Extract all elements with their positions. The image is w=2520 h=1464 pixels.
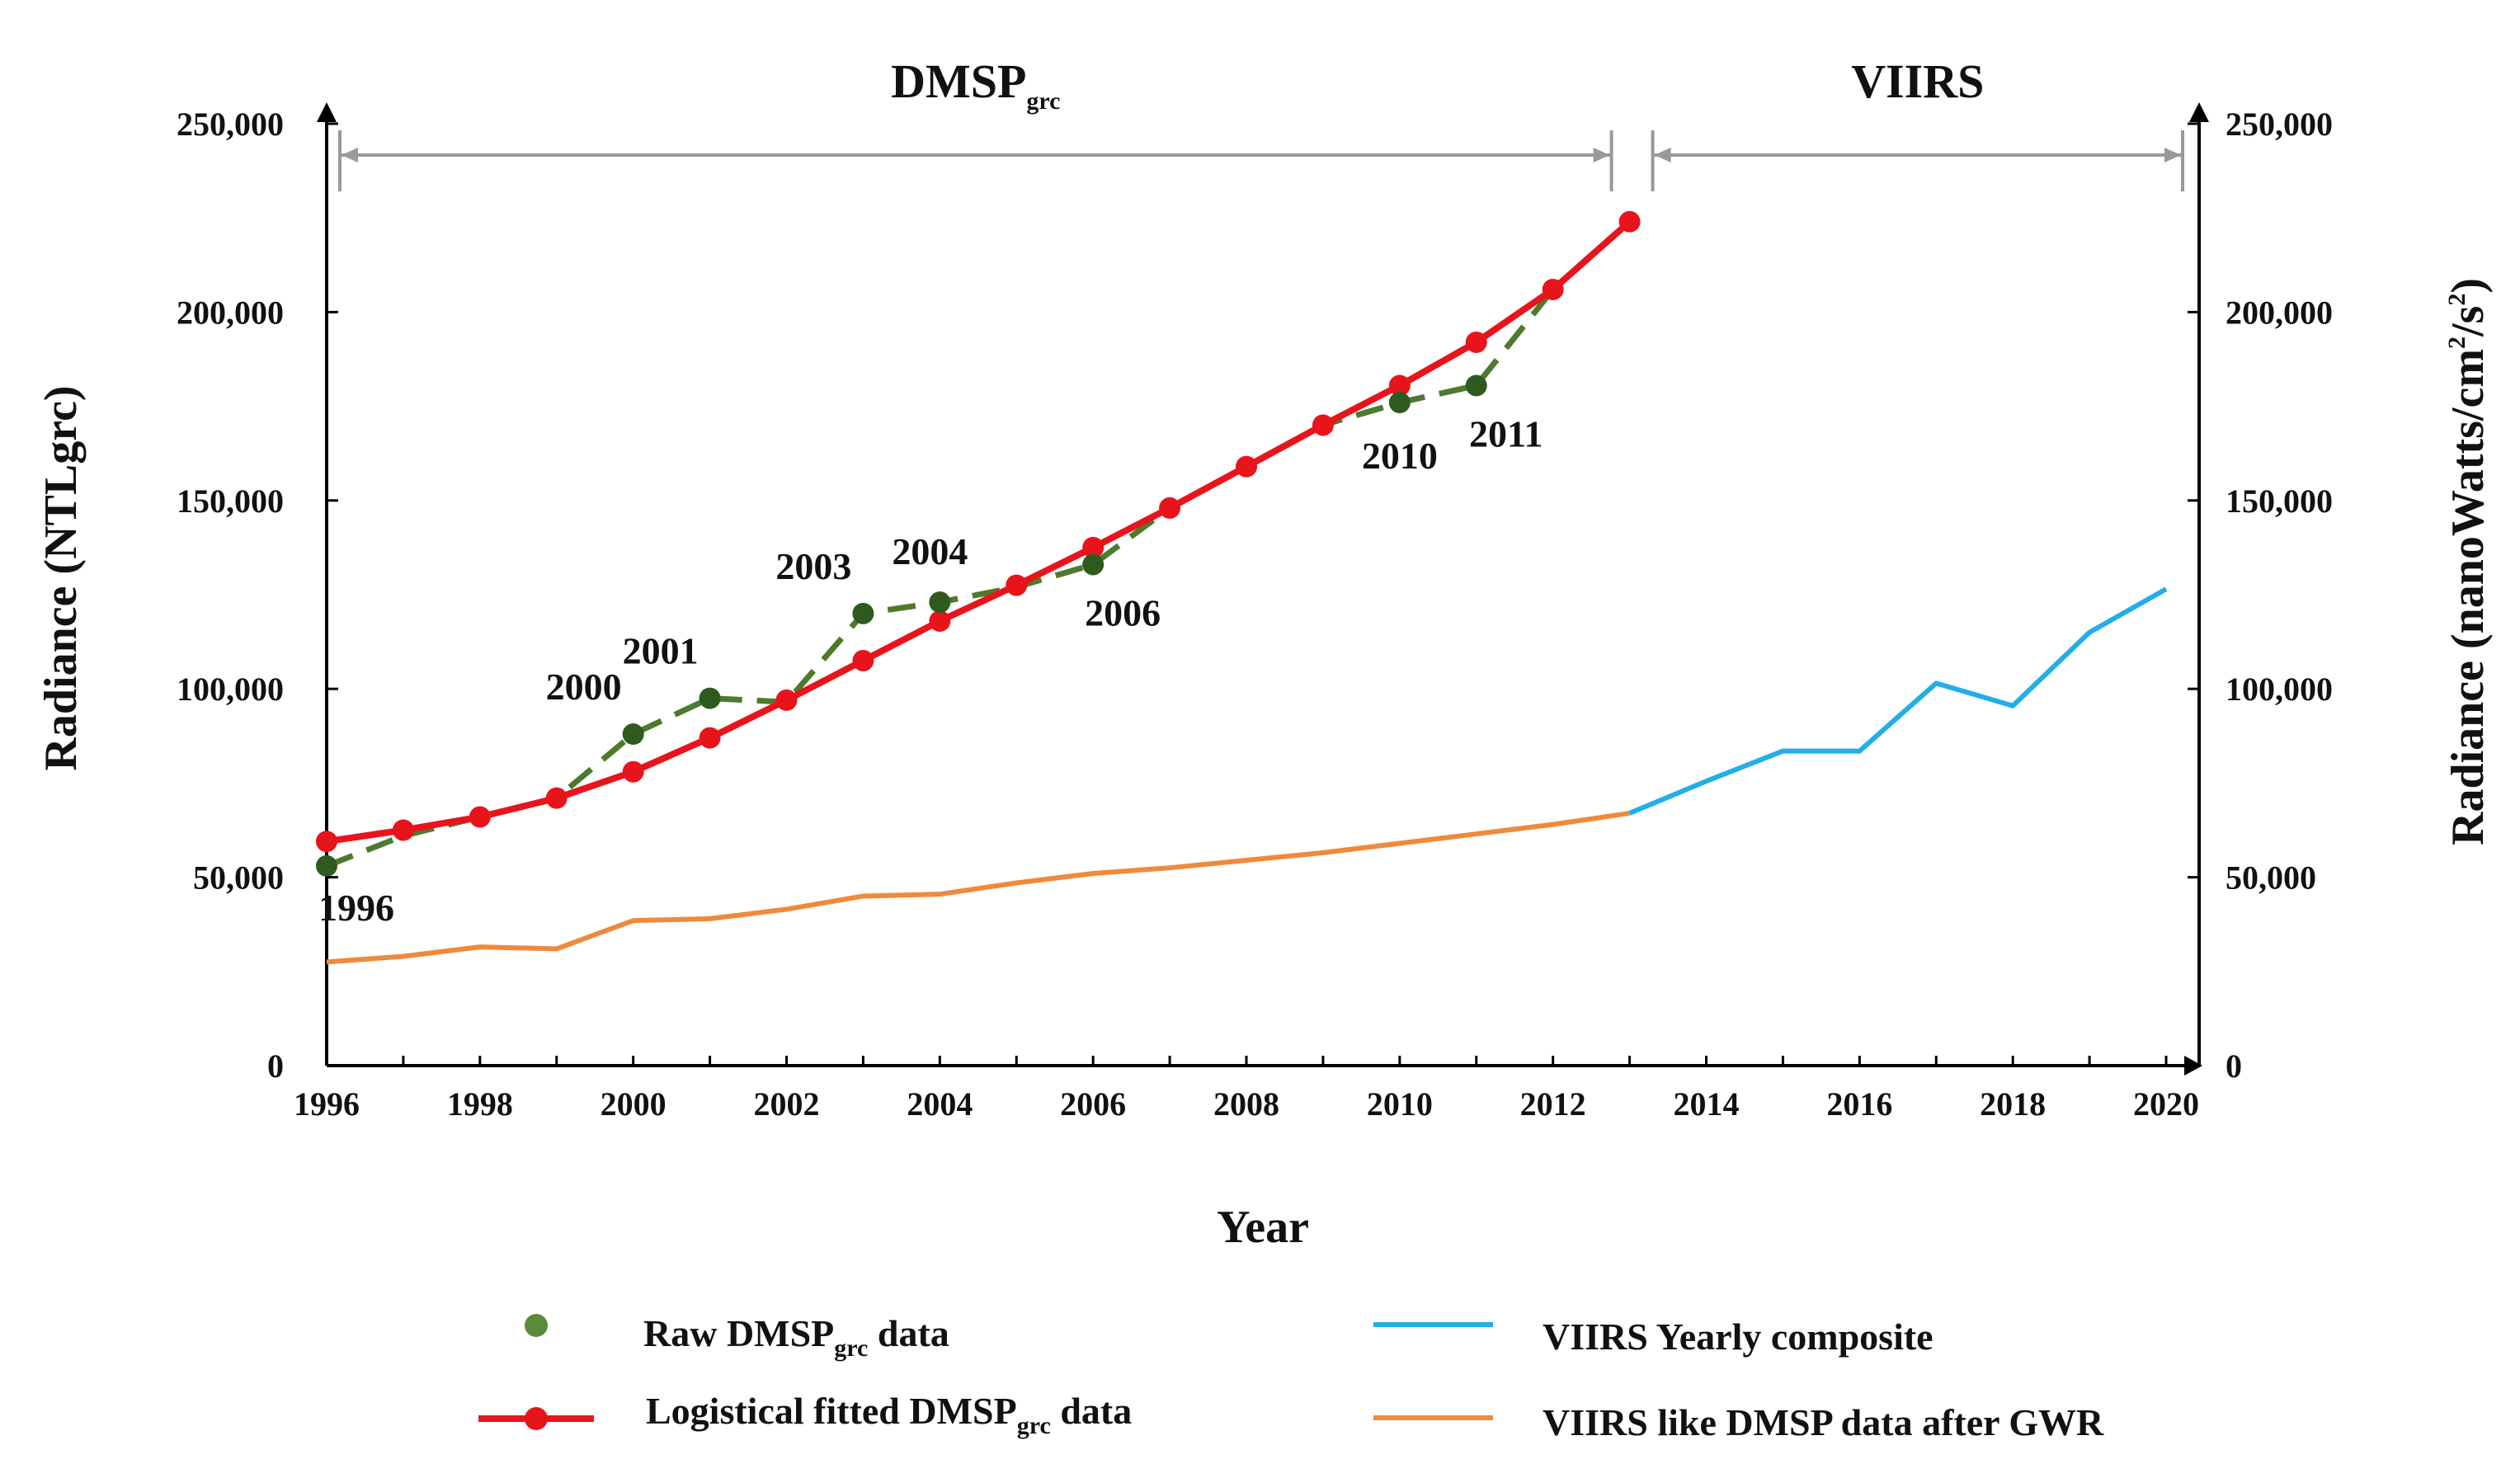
fitted-point — [545, 787, 568, 809]
right-y-axis-title: Radiance (nanoWatts/cm2/s2) — [2442, 278, 2494, 845]
section-title: DMSPgrc — [891, 54, 1060, 115]
fitted-point — [392, 819, 414, 841]
x-tick-label: 2000 — [601, 1085, 667, 1123]
fitted-point — [1006, 574, 1028, 596]
legend-gwr-label: VIIRS like DMSP data after GWR — [1543, 1401, 2104, 1443]
section-bracket-arrow — [1654, 148, 1671, 162]
x-tick-label: 2002 — [754, 1085, 820, 1123]
legend-fitted-marker — [525, 1407, 548, 1430]
left-y-tick-label: 200,000 — [177, 294, 284, 331]
fitted-point — [1159, 497, 1181, 519]
year-annotation: 2003 — [775, 545, 851, 587]
right-y-tick-label: 100,000 — [2226, 671, 2333, 708]
series-line-viirs-like-dmsp — [326, 810, 1631, 965]
x-tick-label: 2006 — [1060, 1085, 1126, 1123]
raw-point — [929, 591, 951, 614]
fitted-point — [1388, 374, 1411, 397]
fitted-point — [1082, 536, 1105, 558]
right-y-axis-arrow — [2189, 102, 2209, 122]
x-tick-label: 2004 — [907, 1085, 973, 1123]
x-tick-label: 2020 — [2133, 1085, 2199, 1123]
x-axis-title: Year — [1217, 1202, 1309, 1253]
left-y-axis-arrow — [317, 102, 337, 122]
x-tick-label: 2014 — [1674, 1085, 1740, 1123]
right-y-tick-label: 50,000 — [2226, 859, 2316, 897]
x-tick-label: 2008 — [1213, 1085, 1279, 1123]
left-y-tick-label: 150,000 — [177, 483, 284, 520]
raw-point — [1465, 374, 1487, 397]
left-y-tick-label: 0 — [267, 1047, 284, 1085]
fitted-point — [699, 727, 721, 749]
year-annotation: 2000 — [546, 666, 622, 708]
left-y-tick-label: 250,000 — [177, 106, 284, 143]
year-annotation: 2010 — [1362, 435, 1438, 477]
raw-point — [852, 602, 874, 624]
x-tick-label: 2016 — [1826, 1085, 1892, 1123]
section-title: VIIRS — [1851, 54, 1984, 108]
right-y-tick-label: 200,000 — [2226, 294, 2333, 331]
fitted-point — [1312, 414, 1334, 436]
year-annotation: 2001 — [623, 630, 699, 672]
fitted-point — [1236, 455, 1257, 478]
raw-point — [316, 854, 337, 877]
legend-raw-marker — [525, 1314, 548, 1337]
fitted-point — [852, 649, 874, 671]
raw-point — [699, 687, 721, 709]
fitted-point — [775, 689, 798, 711]
x-tick-label: 2018 — [1980, 1085, 2046, 1123]
x-tick-label: 1996 — [294, 1085, 360, 1123]
series-line-viirs-yearly — [1628, 586, 2168, 816]
x-tick-label: 1998 — [447, 1085, 513, 1123]
section-bracket-arrow — [1593, 148, 1610, 162]
section-bracket-arrow — [2164, 148, 2181, 162]
year-annotation: 1996 — [318, 887, 394, 929]
right-y-tick-label: 150,000 — [2226, 483, 2333, 520]
year-annotation: 2006 — [1085, 591, 1161, 633]
x-tick-label: 2010 — [1367, 1085, 1433, 1123]
year-annotation: 2004 — [892, 530, 968, 572]
legend-fitted-label: Logistical fitted DMSPgrc data — [646, 1390, 1132, 1439]
fitted-point — [929, 610, 951, 632]
year-annotation: 2011 — [1469, 412, 1543, 454]
right-y-tick-label: 250,000 — [2226, 106, 2333, 143]
fitted-point — [469, 806, 491, 828]
fitted-point — [1618, 210, 1641, 233]
raw-point — [622, 723, 644, 746]
fitted-point — [1542, 278, 1564, 300]
left-y-tick-label: 100,000 — [177, 671, 284, 708]
fitted-point — [622, 760, 644, 783]
section-bracket-arrow — [341, 148, 358, 162]
left-y-tick-label: 50,000 — [193, 859, 284, 897]
raw-point — [1388, 392, 1411, 414]
legend-raw-label: Raw DMSPgrc data — [643, 1312, 949, 1362]
series-line-fitted-dmsp — [326, 219, 1632, 845]
raw-point — [1082, 553, 1105, 576]
left-y-axis-title: Radiance (NTLgrc) — [35, 385, 87, 770]
series-line-raw-dmsp — [325, 219, 1632, 869]
x-tick-label: 2012 — [1520, 1085, 1586, 1123]
fitted-point — [316, 831, 337, 853]
fitted-point — [1465, 331, 1487, 353]
legend-viirs-label: VIIRS Yearly composite — [1543, 1316, 1934, 1358]
right-y-tick-label: 0 — [2226, 1047, 2242, 1085]
